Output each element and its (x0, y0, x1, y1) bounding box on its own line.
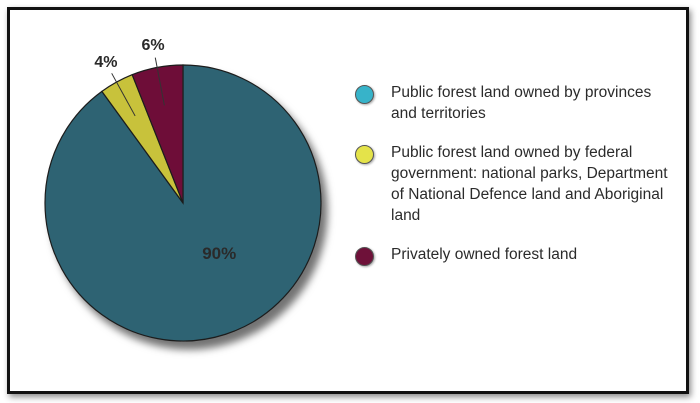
legend-swatch-provinces (355, 85, 374, 104)
slice-label-private: 6% (141, 37, 164, 54)
legend-item-private: Privately owned forest land (355, 244, 675, 266)
legend-swatch-federal (355, 145, 374, 164)
legend-item-provinces: Public forest land owned by provinces an… (355, 82, 675, 124)
slice-label-federal-leader (111, 73, 136, 117)
legend-label-private: Privately owned forest land (391, 246, 578, 263)
legend-item-federal: Public forest land owned by federal gove… (355, 142, 675, 226)
slice-label-federal: 4% (94, 54, 117, 71)
slice-label-provinces: 90% (202, 244, 236, 263)
slice-label-private-leader (154, 57, 165, 106)
legend-label-provinces: Public forest land owned by provinces an… (391, 84, 652, 122)
legend: Public forest land owned by provinces an… (355, 82, 675, 283)
legend-label-federal: Public forest land owned by federal gove… (391, 144, 668, 224)
legend-swatch-private (355, 247, 374, 266)
